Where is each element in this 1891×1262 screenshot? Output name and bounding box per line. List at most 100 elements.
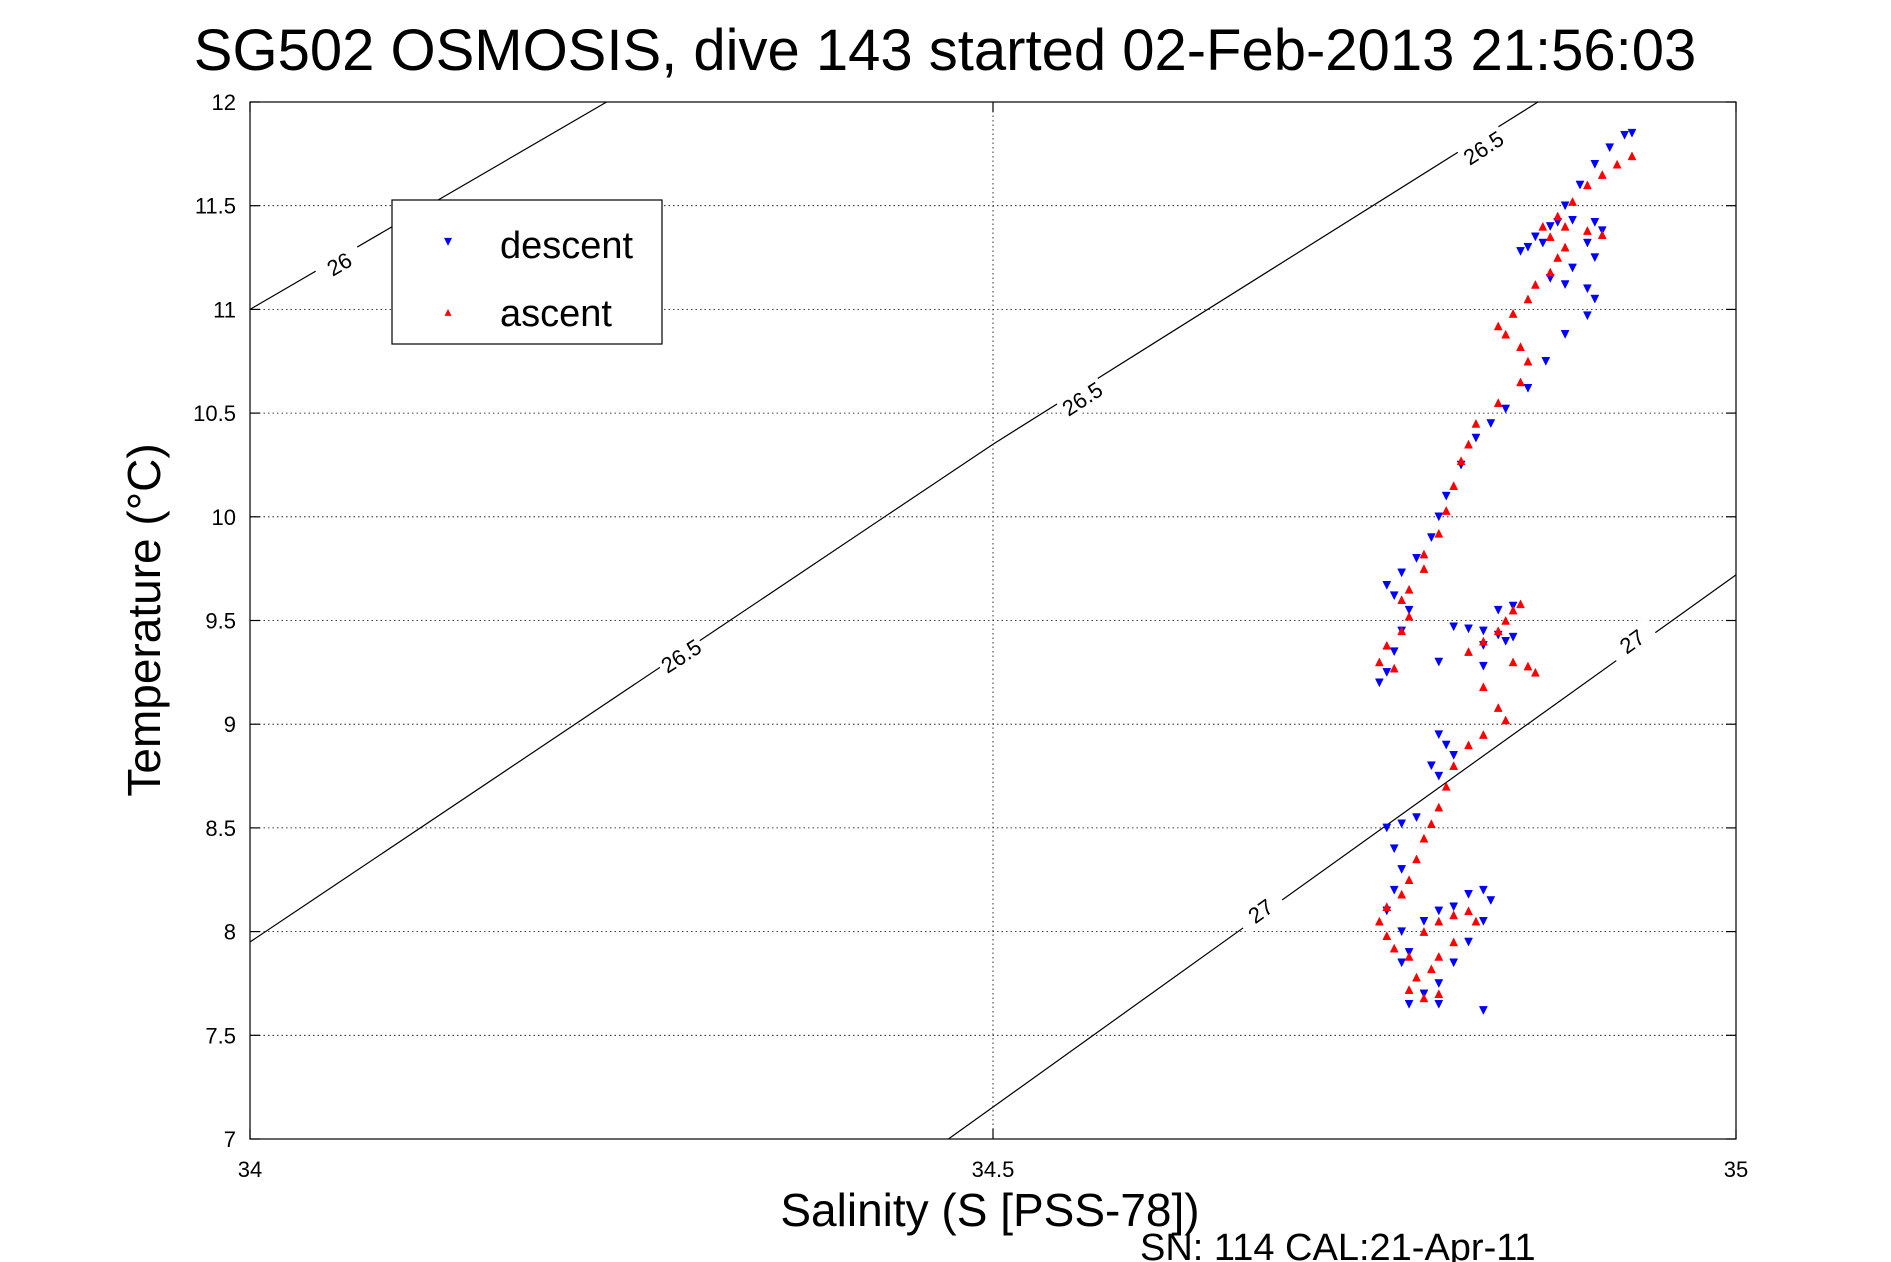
descent-point [1523,383,1533,393]
descent-point [1449,958,1459,968]
ascent-point [1397,626,1407,636]
ascent-point [1389,943,1399,953]
descent-point [1389,647,1399,657]
ascent-point [1523,661,1533,671]
y-tick-label: 12 [212,90,236,115]
descent-point [1434,771,1444,781]
ascent-point [1434,802,1444,812]
descent-point [1374,678,1384,688]
descent-point [1397,568,1407,578]
ascent-point [1553,211,1563,221]
descent-point [1397,865,1407,874]
descent-point [1397,958,1407,968]
ascent-point [1493,398,1503,407]
ascent-point [1516,377,1525,387]
descent-point [1389,591,1399,601]
descent-point [1382,668,1392,677]
ascent-point [1560,242,1570,252]
ascent-point [1449,910,1459,920]
descent-point [1404,999,1414,1009]
ascent-point [1426,819,1436,829]
ascent-point [1456,456,1466,466]
ascent-point [1412,972,1421,982]
descent-point [1441,491,1451,501]
descent-point [1516,247,1525,256]
ascent-point [1426,964,1436,974]
descent-point [1449,902,1459,912]
descent-point [1464,937,1473,947]
y-tick-label: 8 [224,920,236,945]
ascent-point [1449,481,1459,490]
y-tick-label: 10 [212,505,236,530]
ascent-point [1516,599,1525,609]
ascent-point [1538,221,1548,231]
descent-point [1426,761,1436,771]
axes: 34 34.5 35 7 7.5 8 8.5 9 9.5 10 10.5 11 11.5 12 [193,90,1748,1182]
ascent-point [1404,875,1414,884]
descent-point [1582,238,1592,248]
ascent-point [1516,342,1525,351]
descent-point [1434,906,1444,916]
descent-point [1478,885,1488,895]
ascent-point [1560,221,1570,231]
descent-point [1560,280,1570,290]
ascent-point [1434,916,1444,926]
descent-point [1501,636,1511,646]
ascent-point [1612,159,1622,169]
descent-point [1471,433,1481,443]
ascent-point [1441,506,1451,515]
descent-point [1486,419,1496,429]
descent-point [1426,533,1436,543]
descent-point [1508,632,1518,642]
descent-point [1590,253,1600,263]
ascent-point [1545,267,1555,277]
ascent-point [1464,740,1473,750]
descent-point [1404,605,1414,615]
y-tick-label: 11 [213,297,236,322]
descent-point [1582,311,1592,321]
ascent-point [1471,916,1481,926]
ascent-point [1419,833,1429,843]
ascent-point [1412,854,1421,864]
descent-point [1590,218,1600,227]
ascent-point [1441,781,1451,791]
legend-marker-descent: ▾ [444,233,452,250]
descent-point [1434,730,1444,740]
ascent-point [1508,657,1518,667]
ascent-point [1419,564,1429,573]
ascent-point [1419,927,1429,936]
ascent-point [1493,626,1503,636]
ascent-point [1597,170,1607,179]
y-tick-label: 8.5 [205,816,236,841]
chart-title: SG502 OSMOSIS, dive 143 started 02-Feb-2… [194,18,1696,83]
descent-point [1605,143,1615,153]
descent-point [1389,885,1399,895]
y-tick-label: 7.5 [205,1023,236,1048]
descent-point [1449,622,1459,632]
descent-point [1412,554,1421,563]
ascent-point [1523,294,1533,304]
ascent-point [1493,703,1503,712]
ascent-point [1501,329,1511,339]
descent-point [1382,580,1392,590]
ascent-point [1582,180,1592,190]
descent-point [1560,330,1570,339]
descent-point [1397,819,1407,829]
descent-point [1501,404,1511,414]
ascent-point [1568,196,1577,206]
descent-point [1493,605,1503,615]
descent-point [1545,222,1555,231]
descent-point [1478,661,1488,671]
descent-point [1382,823,1392,833]
y-axis-label: Temperature (°C) [118,443,170,796]
gridlines [250,102,1736,1139]
ascent-point [1523,356,1533,366]
descent-point [1441,740,1451,750]
descent-point [1541,357,1551,366]
descent-point [1419,916,1429,926]
descent-point [1412,813,1421,823]
descent-point [1397,927,1407,937]
ascent-point [1404,584,1414,594]
descent-point [1434,999,1444,1009]
